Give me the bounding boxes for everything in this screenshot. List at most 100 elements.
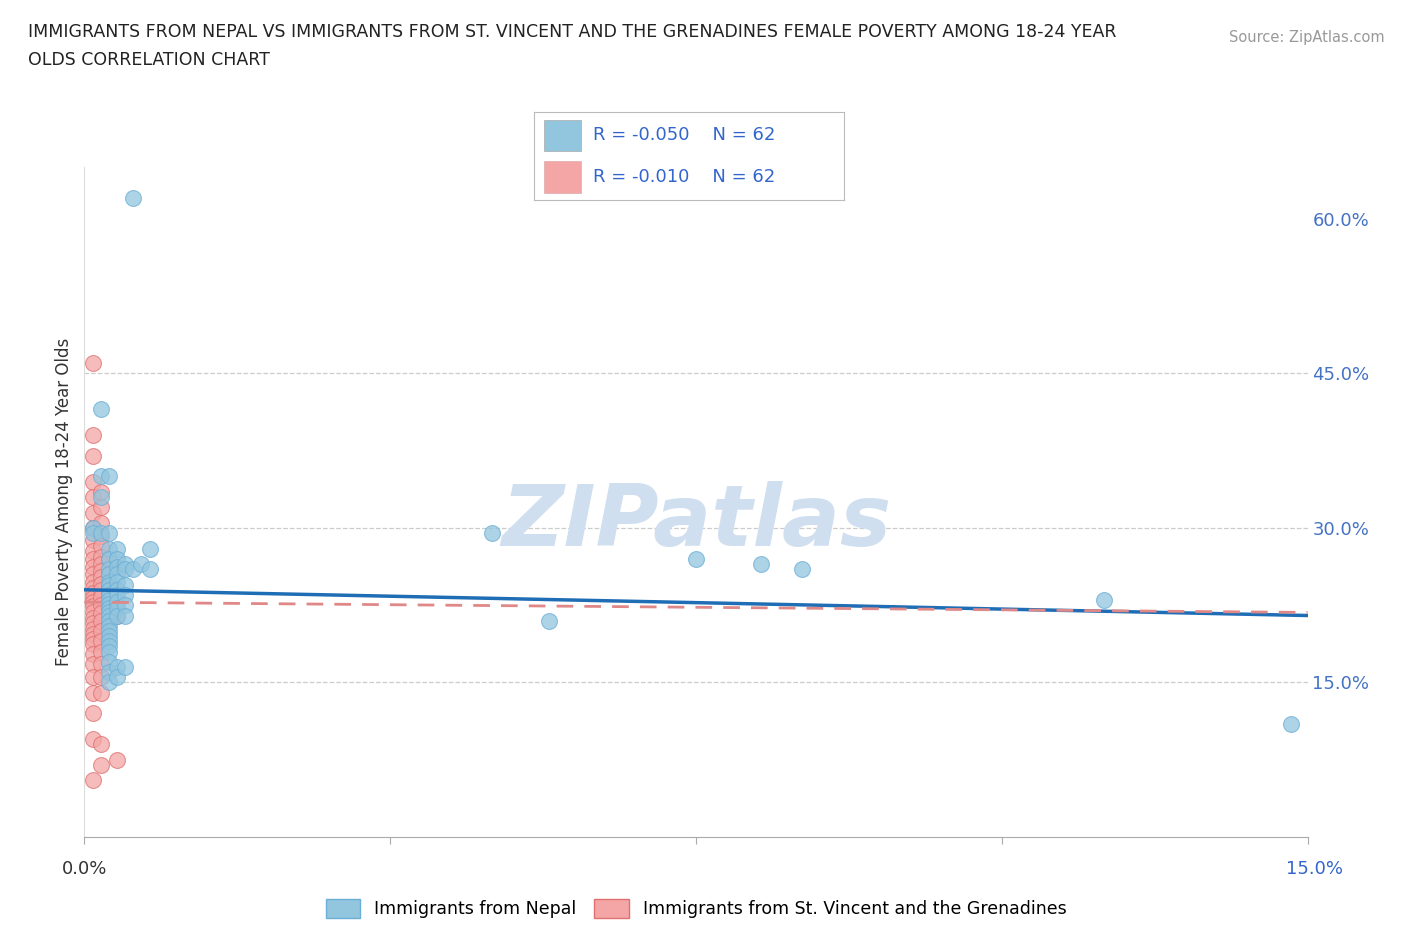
- Point: [90, 634, 112, 649]
- Point: [97, 578, 120, 592]
- Point: [97, 675, 120, 690]
- Point: [82, 646, 104, 661]
- Point: [97, 525, 120, 540]
- Point: [105, 608, 128, 623]
- Legend: Immigrants from Nepal, Immigrants from St. Vincent and the Grenadines: Immigrants from Nepal, Immigrants from S…: [319, 892, 1073, 925]
- Point: [82, 543, 104, 558]
- Text: R = -0.010    N = 62: R = -0.010 N = 62: [593, 168, 775, 186]
- Point: [97, 562, 120, 577]
- Point: [114, 562, 136, 577]
- Point: [82, 657, 104, 671]
- Point: [90, 606, 112, 621]
- Point: [90, 402, 112, 417]
- Point: [749, 556, 772, 571]
- Point: [90, 582, 112, 597]
- Point: [82, 637, 104, 652]
- Point: [790, 562, 813, 577]
- Point: [82, 773, 104, 788]
- Point: [97, 582, 120, 597]
- Text: OLDS CORRELATION CHART: OLDS CORRELATION CHART: [28, 51, 270, 69]
- Point: [97, 588, 120, 603]
- Point: [97, 655, 120, 670]
- Point: [82, 521, 104, 536]
- Point: [90, 644, 112, 659]
- Point: [90, 757, 112, 772]
- Point: [1279, 716, 1302, 731]
- Point: [97, 578, 120, 592]
- Text: 15.0%: 15.0%: [1286, 860, 1343, 878]
- Point: [105, 551, 128, 566]
- Point: [90, 564, 112, 578]
- Point: [97, 574, 120, 589]
- Point: [90, 500, 112, 515]
- Point: [97, 618, 120, 633]
- Point: [82, 599, 104, 614]
- Point: [97, 601, 120, 616]
- Point: [82, 685, 104, 700]
- Point: [82, 428, 104, 443]
- Point: [90, 556, 112, 571]
- Point: [97, 644, 120, 659]
- Point: [97, 592, 120, 607]
- Point: [82, 585, 104, 600]
- Point: [114, 578, 136, 592]
- Point: [90, 657, 112, 671]
- Point: [105, 601, 128, 616]
- Point: [105, 588, 128, 603]
- Point: [82, 631, 104, 646]
- Point: [131, 556, 153, 571]
- Point: [90, 598, 112, 613]
- Point: [90, 623, 112, 638]
- Point: [105, 560, 128, 575]
- Point: [82, 551, 104, 566]
- Point: [97, 629, 120, 644]
- Point: [114, 556, 136, 571]
- Point: [82, 474, 104, 489]
- Point: [82, 605, 104, 620]
- Point: [122, 562, 145, 577]
- Point: [122, 191, 145, 206]
- Point: [90, 539, 112, 554]
- Point: [90, 613, 112, 628]
- Point: [97, 623, 120, 638]
- Point: [97, 634, 120, 649]
- Text: ZIPatlas: ZIPatlas: [501, 481, 891, 564]
- Point: [97, 567, 120, 582]
- Point: [97, 551, 120, 566]
- Point: [105, 594, 128, 609]
- Point: [90, 685, 112, 700]
- Point: [97, 551, 120, 566]
- Point: [105, 670, 128, 684]
- Point: [90, 489, 112, 504]
- Point: [97, 639, 120, 654]
- Point: [82, 560, 104, 575]
- Text: R = -0.050    N = 62: R = -0.050 N = 62: [593, 126, 776, 144]
- Point: [82, 610, 104, 625]
- Point: [105, 574, 128, 589]
- Point: [138, 541, 160, 556]
- Point: [105, 541, 128, 556]
- Point: [105, 582, 128, 597]
- Point: [82, 533, 104, 548]
- Text: Source: ZipAtlas.com: Source: ZipAtlas.com: [1229, 30, 1385, 45]
- Point: [105, 608, 128, 623]
- Point: [90, 485, 112, 499]
- Point: [82, 732, 104, 747]
- Point: [97, 605, 120, 620]
- Point: [90, 577, 112, 591]
- Point: [82, 591, 104, 605]
- Point: [82, 670, 104, 684]
- Point: [114, 598, 136, 613]
- Point: [90, 550, 112, 565]
- Point: [97, 588, 120, 603]
- Point: [114, 659, 136, 674]
- Point: [685, 551, 707, 566]
- Point: [90, 515, 112, 530]
- Point: [97, 665, 120, 680]
- FancyBboxPatch shape: [544, 120, 581, 152]
- Point: [90, 529, 112, 544]
- Point: [82, 627, 104, 642]
- Point: [82, 706, 104, 721]
- Point: [97, 469, 120, 484]
- Point: [1092, 592, 1115, 607]
